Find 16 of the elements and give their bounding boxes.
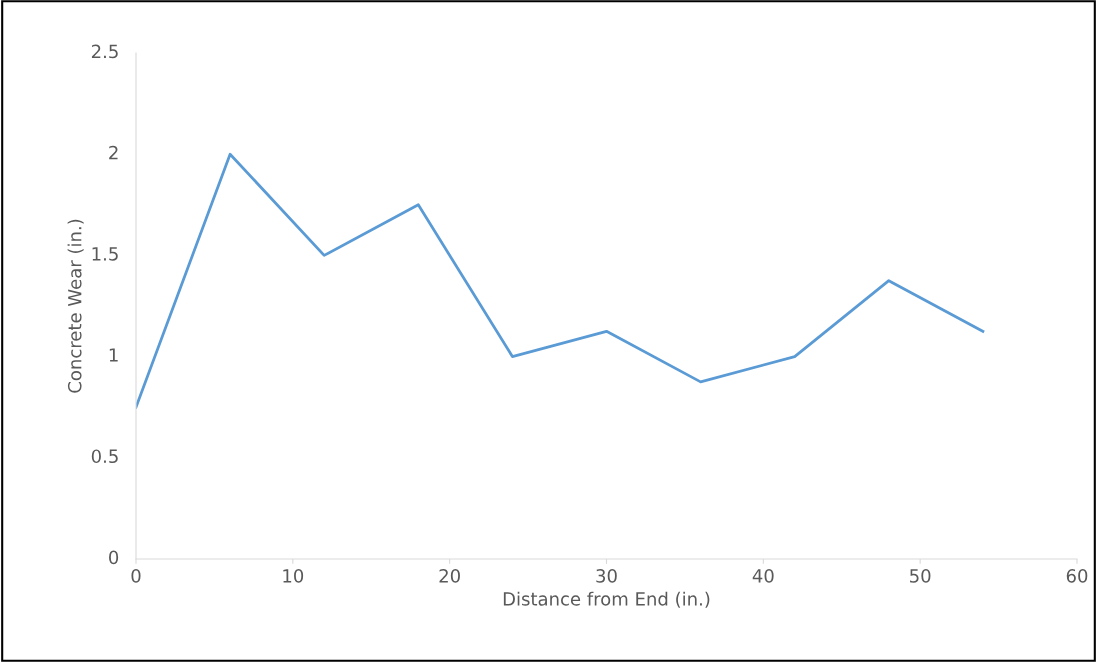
line-series xyxy=(136,152,985,409)
x-tick-label: 0 xyxy=(131,569,141,583)
x-tick-label: 20 xyxy=(439,569,460,583)
y-tick-label: 1 xyxy=(109,348,118,362)
y-tick-label: 0 xyxy=(109,550,119,565)
x-tick-label: 40 xyxy=(752,569,774,583)
x-tick-label: 50 xyxy=(910,569,931,583)
x-tick-label: 10 xyxy=(283,569,304,583)
y-tick-label: 0.5 xyxy=(91,449,118,464)
y-tick-label: 2 xyxy=(109,145,118,160)
x-axis-title: Distance from End (in.) xyxy=(503,591,710,608)
y-axis-title: Concrete Wear (in.) xyxy=(67,219,84,393)
x-tick-label: 60 xyxy=(1066,569,1088,583)
x-tick-label: 30 xyxy=(596,569,617,583)
y-tick-label: 2.5 xyxy=(91,44,118,59)
y-tick-label: 1.5 xyxy=(92,247,118,261)
